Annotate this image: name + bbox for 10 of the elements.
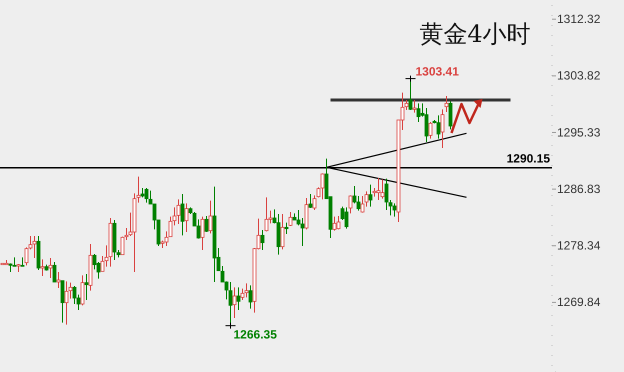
y-tick-label: 1312.32	[557, 12, 601, 26]
text: 黄金4小时	[419, 20, 531, 48]
annotation: 1303.41	[416, 64, 460, 79]
annotation: 1266.35	[234, 328, 278, 342]
y-tick-label: 1286.83	[557, 182, 601, 196]
y-tick-label: 1278.34	[557, 238, 601, 253]
y-tick-label: 1295.33	[557, 125, 601, 140]
y-tick-label: 1303.82	[557, 68, 601, 83]
ref-line-label: 1290.15	[506, 152, 550, 166]
y-tick-label: 1269.84	[557, 295, 601, 310]
